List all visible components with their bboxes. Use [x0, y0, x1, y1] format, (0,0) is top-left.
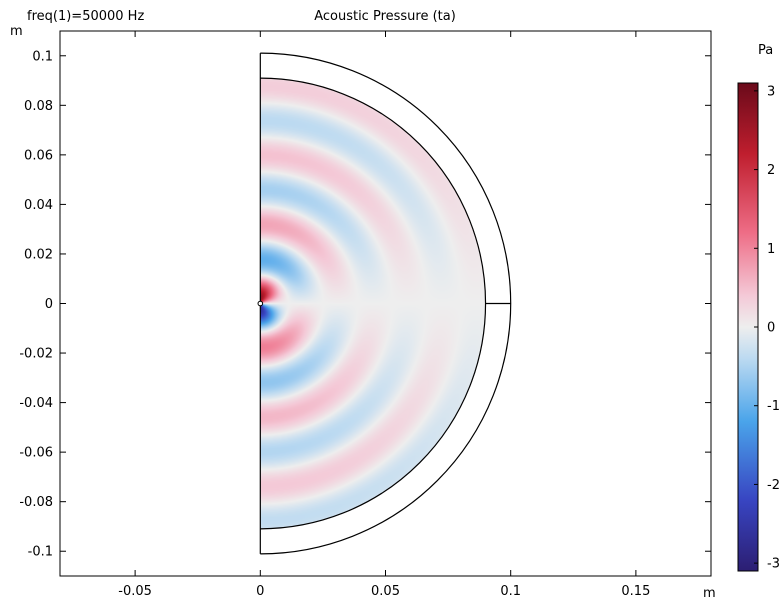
colorbar-unit: Pa — [758, 43, 773, 58]
y-axis-unit: m — [10, 24, 23, 39]
y-tick-label: -0.02 — [19, 347, 53, 362]
colorbar-tick-label: 1 — [767, 242, 775, 257]
y-tick-label: 0.04 — [24, 198, 53, 213]
plot-title: Acoustic Pressure (ta) — [314, 9, 456, 24]
x-tick-label: -0.05 — [118, 584, 152, 599]
colorbar-ticks: 3 2 1 0 -1 -2 -3 — [754, 84, 780, 572]
x-tick-label: 0.05 — [371, 584, 400, 599]
y-tick-label: 0.08 — [24, 99, 53, 114]
x-tick-label: 0 — [256, 584, 264, 599]
x-axis-unit: m — [703, 586, 716, 601]
inner-boundary — [260, 77, 487, 530]
y-axis: 0.1 0.08 0.06 0.04 0.02 0 -0.02 -0.04 -0.06 -0.08… — [19, 49, 711, 560]
colorbar-tick-label: 0 — [767, 321, 775, 336]
colorbar-tick-label: -2 — [767, 478, 780, 493]
x-tick-label: 0.15 — [621, 584, 650, 599]
y-tick-label: 0.1 — [32, 49, 53, 64]
x-axis: -0.05 0 0.05 0.1 0.15 — [118, 31, 650, 599]
parameter-label: freq(1)=50000 Hz — [27, 9, 144, 24]
source-point — [257, 300, 264, 307]
pressure-field — [260, 77, 489, 530]
y-tick-label: -0.1 — [28, 545, 53, 560]
y-tick-label: -0.06 — [19, 446, 53, 461]
y-tick-label: 0.02 — [24, 247, 53, 262]
colorbar-tick-label: -1 — [767, 399, 780, 414]
y-tick-label: -0.04 — [19, 396, 53, 411]
x-tick-label: 0.1 — [500, 584, 521, 599]
y-tick-label: -0.08 — [19, 495, 53, 510]
y-tick-label: 0.06 — [24, 148, 53, 163]
y-tick-label: 0 — [45, 297, 53, 312]
colorbar-tick-label: 2 — [767, 163, 775, 178]
colorbar-tick-label: 3 — [767, 84, 775, 99]
colorbar-tick-label: -3 — [767, 557, 780, 572]
